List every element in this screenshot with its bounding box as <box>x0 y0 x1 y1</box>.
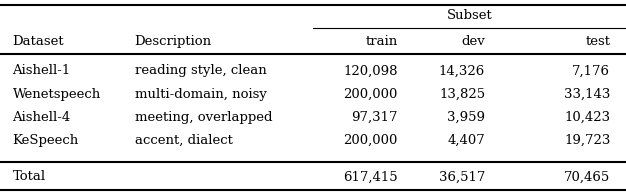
Text: Wenetspeech: Wenetspeech <box>13 87 101 101</box>
Text: meeting, overlapped: meeting, overlapped <box>135 111 272 124</box>
Text: 617,415: 617,415 <box>343 170 398 184</box>
Text: Aishell-4: Aishell-4 <box>13 111 71 124</box>
Text: 19,723: 19,723 <box>564 134 610 147</box>
Text: 14,326: 14,326 <box>439 64 485 77</box>
Text: 200,000: 200,000 <box>343 87 398 101</box>
Text: Dataset: Dataset <box>13 35 64 48</box>
Text: 4,407: 4,407 <box>448 134 485 147</box>
Text: multi-domain, noisy: multi-domain, noisy <box>135 87 267 101</box>
Text: Subset: Subset <box>446 9 493 23</box>
Text: dev: dev <box>461 35 485 48</box>
Text: 10,423: 10,423 <box>564 111 610 124</box>
Text: 120,098: 120,098 <box>343 64 398 77</box>
Text: 36,517: 36,517 <box>439 170 485 184</box>
Text: 97,317: 97,317 <box>351 111 398 124</box>
Text: test: test <box>585 35 610 48</box>
Text: train: train <box>365 35 398 48</box>
Text: 13,825: 13,825 <box>439 87 485 101</box>
Text: Description: Description <box>135 35 212 48</box>
Text: accent, dialect: accent, dialect <box>135 134 232 147</box>
Text: 7,176: 7,176 <box>572 64 610 77</box>
Text: KeSpeech: KeSpeech <box>13 134 79 147</box>
Text: Aishell-1: Aishell-1 <box>13 64 71 77</box>
Text: 70,465: 70,465 <box>564 170 610 184</box>
Text: Total: Total <box>13 170 46 184</box>
Text: 33,143: 33,143 <box>564 87 610 101</box>
Text: 3,959: 3,959 <box>447 111 485 124</box>
Text: reading style, clean: reading style, clean <box>135 64 266 77</box>
Text: 200,000: 200,000 <box>343 134 398 147</box>
